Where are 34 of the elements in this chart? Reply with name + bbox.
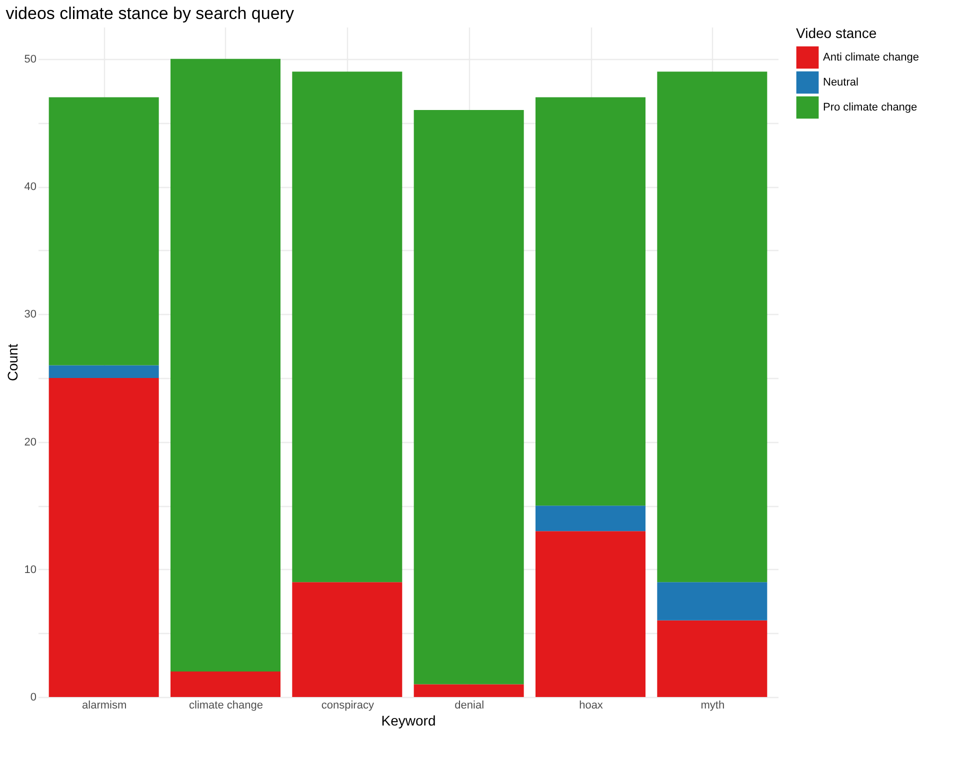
legend-title: Video stance (796, 25, 877, 41)
x-tick-label: myth (700, 700, 725, 712)
bar (48, 97, 159, 366)
bar (170, 58, 280, 672)
bar (292, 72, 402, 582)
legend-label: Neutral (823, 76, 858, 88)
y-tick-label: 0 (30, 692, 36, 704)
y-tick-label: 10 (24, 564, 36, 576)
x-tick-label: alarmism (82, 700, 127, 712)
bar (536, 506, 646, 532)
legend-label: Pro climate change (823, 102, 918, 114)
y-tick-label: 30 (24, 308, 36, 321)
y-tick-label: 20 (24, 436, 36, 448)
bar (536, 97, 646, 506)
x-tick-label: hoax (579, 700, 604, 712)
y-tick-label: 40 (24, 181, 36, 194)
bar (657, 72, 768, 582)
x-tick-label: climate change (189, 700, 263, 712)
bar (170, 671, 280, 697)
x-axis-title: Keyword (381, 712, 436, 728)
bar (657, 620, 768, 697)
x-tick-label: denial (454, 700, 484, 712)
bar (536, 531, 646, 697)
bar (414, 110, 524, 684)
bar (292, 582, 402, 697)
x-tick-label: conspiracy (321, 700, 374, 712)
legend-label: Anti climate change (823, 52, 919, 64)
bar (414, 684, 524, 697)
y-tick-label: 50 (24, 53, 36, 66)
bar (657, 582, 768, 620)
chart-title: videos climate stance by search query (6, 4, 294, 23)
bar (48, 378, 159, 697)
bar (48, 365, 159, 378)
y-axis-title: Count (4, 344, 20, 382)
